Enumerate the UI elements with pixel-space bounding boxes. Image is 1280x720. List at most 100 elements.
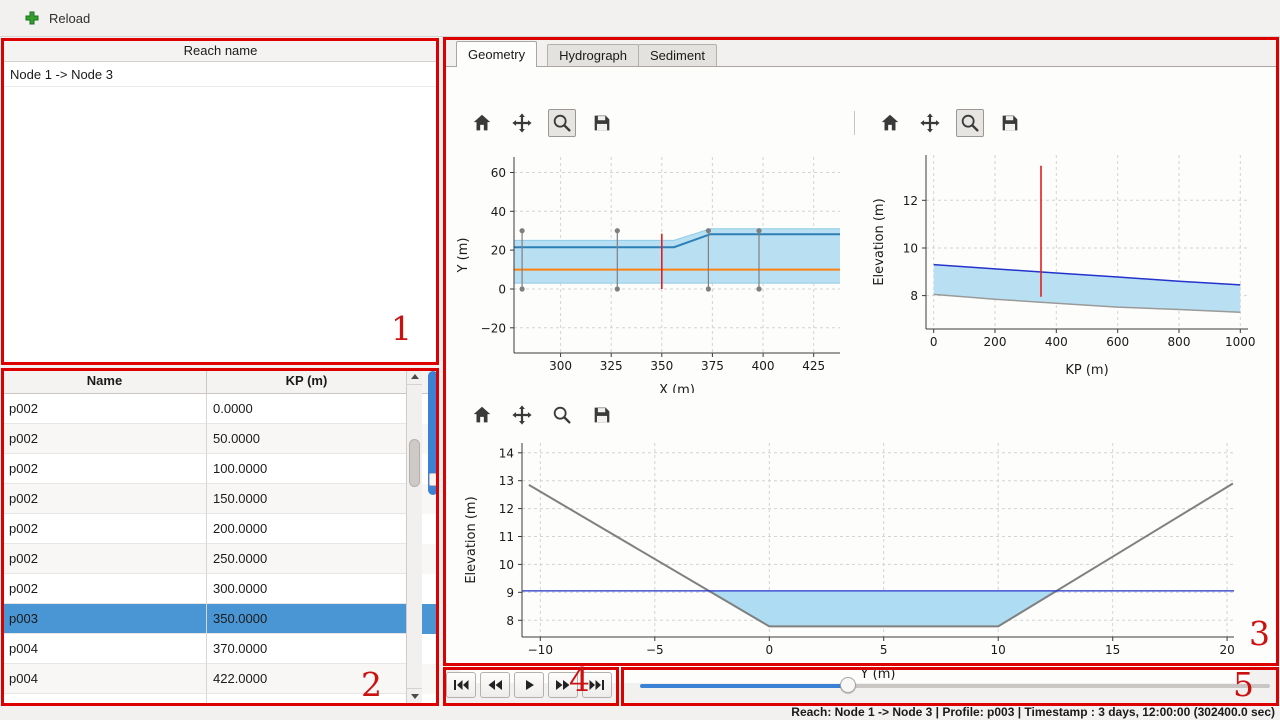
save-button[interactable] xyxy=(588,401,616,429)
pan-button[interactable] xyxy=(916,109,944,137)
table-row[interactable]: p002 50.0000 xyxy=(3,424,438,454)
table-row[interactable]: p004 422.0000 xyxy=(3,664,438,694)
column-header-kp[interactable]: KP (m) xyxy=(285,373,328,388)
svg-text:350: 350 xyxy=(650,359,673,373)
fast-forward-icon xyxy=(555,679,571,691)
save-button[interactable] xyxy=(588,109,616,137)
zoom-button[interactable] xyxy=(956,109,984,137)
status-text: Reach: Node 1 -> Node 3 | Profile: p003 … xyxy=(791,704,1275,719)
save-button[interactable] xyxy=(996,109,1024,137)
table-row[interactable]: p002 250.0000 xyxy=(3,544,438,574)
play-button[interactable] xyxy=(514,672,544,698)
tab-geometry[interactable]: Geometry xyxy=(456,41,538,67)
plan-view-chart[interactable]: 300 325 350 375 400 425 −20 0 20 40 60 X (m) Y (m) xyxy=(452,147,852,393)
svg-text:325: 325 xyxy=(600,359,623,373)
cell-kp: 0.0000 xyxy=(207,394,406,424)
cell-kp: 100.0000 xyxy=(207,454,406,484)
pan-button[interactable] xyxy=(508,401,536,429)
svg-text:400: 400 xyxy=(1045,335,1068,349)
table-scrollbar[interactable] xyxy=(406,369,422,704)
table-row[interactable]: p002 100.0000 xyxy=(3,454,438,484)
cell-name: p002 xyxy=(3,484,207,514)
cell-name: p002 xyxy=(3,514,207,544)
tab-sediment[interactable]: Sediment xyxy=(638,44,717,66)
svg-text:600: 600 xyxy=(1106,335,1129,349)
home-icon xyxy=(471,112,493,134)
slider-track-filled[interactable] xyxy=(640,684,848,688)
pan-icon xyxy=(511,404,533,426)
reach-list-item[interactable]: Node 1 -> Node 3 xyxy=(3,62,438,87)
save-icon xyxy=(591,404,613,426)
home-button[interactable] xyxy=(468,109,496,137)
fast-forward-button[interactable] xyxy=(548,672,578,698)
cross-section-chart[interactable]: −10 −5 0 5 10 15 20 8 9 10 11 12 13 14 Y (m) Elevation … xyxy=(460,433,1250,683)
column-header-name[interactable]: Name xyxy=(3,369,207,393)
svg-text:12: 12 xyxy=(903,194,918,208)
reload-button[interactable]: Reload xyxy=(24,10,90,26)
reload-plus-icon xyxy=(24,10,40,26)
svg-text:KP (m): KP (m) xyxy=(1065,363,1108,378)
top-toolbar: Reload xyxy=(0,0,1280,37)
scroll-up-button[interactable] xyxy=(407,369,422,385)
rewind-button[interactable] xyxy=(480,672,510,698)
panel-scrollbar-thumb[interactable] xyxy=(429,473,437,486)
zoom-button[interactable] xyxy=(548,109,576,137)
table-row[interactable]: p002 300.0000 xyxy=(3,574,438,604)
zoom-icon xyxy=(551,112,573,134)
svg-text:8: 8 xyxy=(506,614,514,628)
pan-button[interactable] xyxy=(508,109,536,137)
svg-text:200: 200 xyxy=(984,335,1007,349)
table-row[interactable]: p002 200.0000 xyxy=(3,514,438,544)
long-profile-chart[interactable]: 0 200 400 600 800 1000 8 10 12 KP (m) Elevation (m… xyxy=(868,147,1268,379)
svg-text:10: 10 xyxy=(991,643,1006,657)
svg-text:−20: −20 xyxy=(481,321,506,335)
save-icon xyxy=(999,112,1021,134)
pan-icon xyxy=(919,112,941,134)
svg-text:15: 15 xyxy=(1105,643,1120,657)
svg-text:40: 40 xyxy=(491,205,506,219)
home-button[interactable] xyxy=(876,109,904,137)
svg-text:13: 13 xyxy=(499,474,514,488)
svg-text:0: 0 xyxy=(498,283,506,297)
panel-scrollbar[interactable] xyxy=(428,371,438,495)
play-icon xyxy=(521,679,537,691)
svg-text:5: 5 xyxy=(880,643,888,657)
svg-text:10: 10 xyxy=(903,242,918,256)
svg-text:11: 11 xyxy=(499,530,514,544)
time-slider-handle[interactable] xyxy=(839,677,856,693)
svg-text:Elevation (m): Elevation (m) xyxy=(464,496,479,583)
svg-text:375: 375 xyxy=(701,359,724,373)
svg-text:20: 20 xyxy=(1219,643,1234,657)
arrow-up-icon xyxy=(410,374,419,379)
table-row[interactable]: p003 350.0000 xyxy=(3,604,438,634)
tab-bar: Geometry Hydrograph Sediment xyxy=(444,38,717,67)
skip-to-end-button[interactable] xyxy=(582,672,612,698)
cell-kp: 200.0000 xyxy=(207,514,406,544)
cell-name: p002 xyxy=(3,454,207,484)
skip-to-start-icon xyxy=(453,679,469,691)
arrow-down-icon xyxy=(410,694,419,699)
table-row[interactable]: p002 0.0000 xyxy=(3,394,438,424)
svg-text:60: 60 xyxy=(491,166,506,180)
pan-icon xyxy=(511,112,533,134)
cell-name: p002 xyxy=(3,424,207,454)
table-row[interactable]: p002 150.0000 xyxy=(3,484,438,514)
slider-track-empty[interactable] xyxy=(847,684,1270,688)
tab-hydrograph[interactable]: Hydrograph xyxy=(547,44,640,66)
plan-chart-toolbar xyxy=(468,109,616,137)
toolbar-separator xyxy=(854,111,855,135)
home-button[interactable] xyxy=(468,401,496,429)
svg-text:−10: −10 xyxy=(528,643,553,657)
table-row[interactable]: p004 370.0000 xyxy=(3,634,438,664)
table-body: p002 0.0000 p002 50.0000 p002 100.0000 p002 150… xyxy=(3,394,438,694)
zoom-button[interactable] xyxy=(548,401,576,429)
cell-name: p002 xyxy=(3,544,207,574)
svg-text:1000: 1000 xyxy=(1225,335,1256,349)
home-icon xyxy=(879,112,901,134)
table-scrollbar-thumb[interactable] xyxy=(409,439,420,487)
svg-text:9: 9 xyxy=(506,586,514,600)
section-chart-toolbar xyxy=(468,401,616,429)
cell-name: p004 xyxy=(3,634,207,664)
skip-to-start-button[interactable] xyxy=(446,672,476,698)
scroll-down-button[interactable] xyxy=(407,688,422,704)
